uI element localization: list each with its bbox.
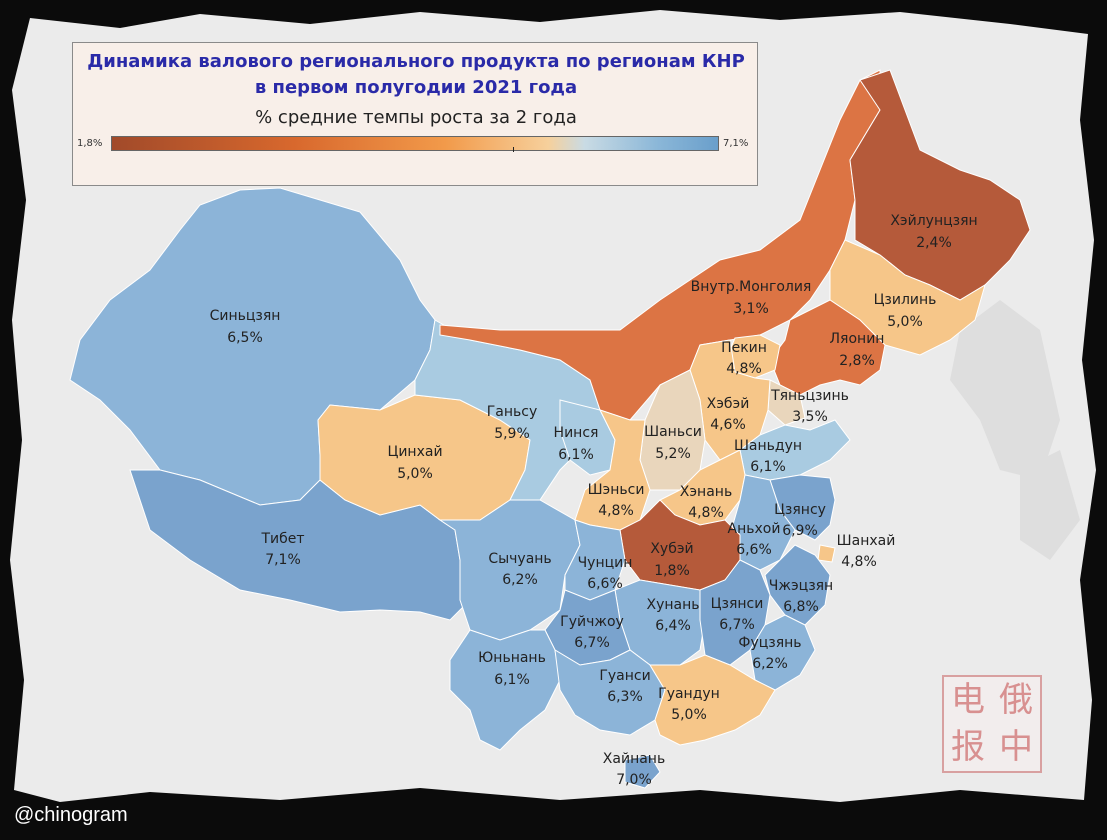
label-fujian-value: 6,2% <box>752 656 788 672</box>
label-heilongjiang-value: 2,4% <box>916 235 952 251</box>
label-anhui-value: 6,6% <box>736 542 772 558</box>
label-liaoning-value: 2,8% <box>839 353 875 369</box>
label-shanxi-name: Шаньси <box>644 424 702 440</box>
label-ningxia-value: 6,1% <box>558 447 594 463</box>
label-fujian-name: Фуцзянь <box>738 635 801 651</box>
label-sichuan-name: Сычуань <box>488 551 551 567</box>
label-zhejiang-value: 6,8% <box>783 599 819 615</box>
label-heilongjiang-name: Хэйлунцзян <box>890 213 977 229</box>
label-gansu-name: Ганьсу <box>487 404 538 420</box>
label-jiangxi-value: 6,7% <box>719 617 755 633</box>
label-shandong-value: 6,1% <box>750 459 786 475</box>
label-guangdong-name: Гуандун <box>658 686 720 702</box>
region-hainan <box>624 754 661 789</box>
label-inner-mongolia-value: 3,1% <box>733 301 769 317</box>
label-guangdong-value: 5,0% <box>671 707 707 723</box>
credit-text: @chinogram <box>14 804 128 826</box>
region-anhui <box>729 474 796 571</box>
legend-subtitle: % средние темпы роста за 2 года <box>255 107 577 128</box>
label-hainan-name: Хайнань <box>603 751 665 767</box>
label-henan-name: Хэнань <box>680 484 732 500</box>
label-shaanxi-value: 4,8% <box>598 503 634 519</box>
label-chongqing-value: 6,6% <box>587 576 623 592</box>
label-guangxi-value: 6,3% <box>607 689 643 705</box>
label-yunnan-value: 6,1% <box>494 672 530 688</box>
label-shandong-name: Шаньдун <box>734 438 802 454</box>
label-shanxi-value: 5,2% <box>655 446 691 462</box>
label-chongqing-name: Чунцин <box>578 555 633 571</box>
label-xinjiang-value: 6,5% <box>227 330 263 346</box>
label-hebei-value: 4,6% <box>710 417 746 433</box>
label-jilin-name: Цзилинь <box>874 292 937 308</box>
legend-title-line2: в первом полугодии 2021 года <box>254 77 578 98</box>
seal-char: 电 <box>951 680 985 720</box>
label-henan-value: 4,8% <box>688 505 724 521</box>
label-tianjin-name: Тяньцзинь <box>770 388 849 404</box>
label-inner-mongolia-name: Внутр.Монголия <box>691 279 812 295</box>
seal-watermark: 电 俄 报 中 <box>942 675 1042 773</box>
legend-panel: Динамика валового регионального продукта… <box>72 42 758 186</box>
legend-midpoint-tick <box>513 147 514 152</box>
legend-title-line1: Динамика валового регионального продукта… <box>87 51 745 72</box>
label-zhejiang-name: Чжэцзян <box>769 578 833 594</box>
neighbour-land <box>950 300 1060 480</box>
label-sichuan-value: 6,2% <box>502 572 538 588</box>
label-hunan-name: Хунань <box>646 597 699 613</box>
region-yunnan <box>449 629 561 751</box>
region-zhejiang <box>764 544 831 626</box>
neighbour-island <box>1020 450 1080 560</box>
label-jiangsu-value: 6,9% <box>782 523 818 539</box>
label-hainan-value: 7,0% <box>616 772 652 788</box>
label-shaanxi-name: Шэньси <box>588 482 645 498</box>
seal-char: 俄 <box>999 680 1033 720</box>
label-guizhou-value: 6,7% <box>574 635 610 651</box>
label-shanghai-value: 4,8% <box>841 554 877 570</box>
region-shanghai <box>817 544 836 563</box>
label-guangxi-name: Гуанси <box>599 668 650 684</box>
label-jilin-value: 5,0% <box>887 314 923 330</box>
label-xinjiang-name: Синьцзян <box>210 308 281 324</box>
seal-char: 报 <box>951 727 985 767</box>
label-qinghai-name: Цинхай <box>387 444 442 460</box>
label-tianjin-value: 3,5% <box>792 409 828 425</box>
label-ningxia-name: Нинся <box>554 425 599 441</box>
legend-min-label: 1,8% <box>77 138 103 149</box>
label-jiangxi-name: Цзянси <box>711 596 764 612</box>
label-hubei-value: 1,8% <box>654 563 690 579</box>
legend-max-label: 7,1% <box>723 138 749 149</box>
label-jiangsu-name: Цзянсу <box>774 502 826 518</box>
region-fujian <box>749 614 816 691</box>
label-guizhou-name: Гуйчжоу <box>560 614 624 630</box>
label-yunnan-name: Юньнань <box>478 650 546 666</box>
label-tibet-value: 7,1% <box>265 552 301 568</box>
label-beijing-name: Пекин <box>721 340 767 356</box>
label-shanghai-name: Шанхай <box>837 533 896 549</box>
label-hubei-name: Хубэй <box>650 541 693 557</box>
label-gansu-value: 5,9% <box>494 426 530 442</box>
legend-color-scale <box>111 136 719 151</box>
label-anhui-name: Аньхой <box>728 521 781 537</box>
region-guangdong <box>649 654 776 746</box>
seal-char: 中 <box>999 727 1033 767</box>
label-hebei-name: Хэбэй <box>707 396 750 412</box>
label-hunan-value: 6,4% <box>655 618 691 634</box>
label-liaoning-name: Ляонин <box>830 331 885 347</box>
label-qinghai-value: 5,0% <box>397 466 433 482</box>
label-beijing-value: 4,8% <box>726 361 762 377</box>
label-tibet-name: Тибет <box>260 531 304 547</box>
